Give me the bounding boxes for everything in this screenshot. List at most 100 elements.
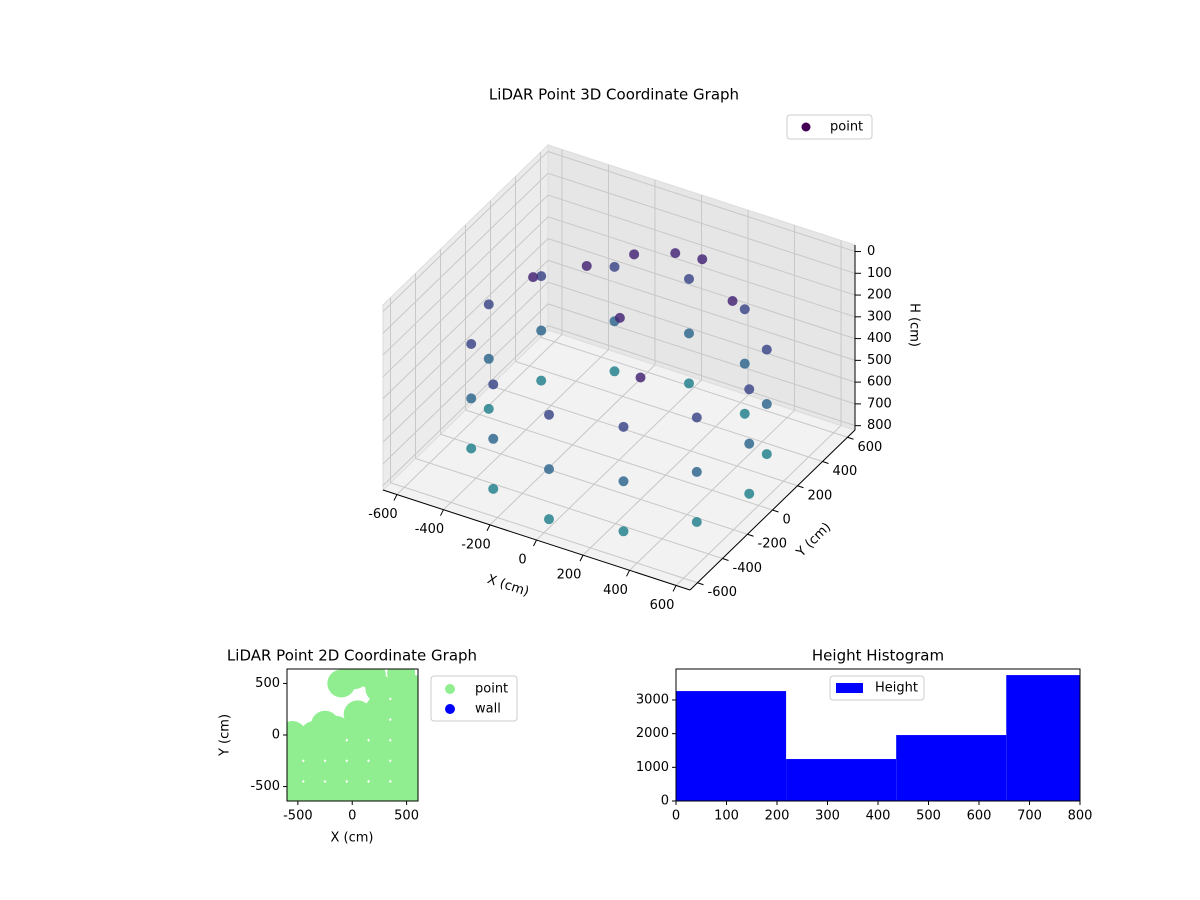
point bbox=[618, 476, 629, 487]
point bbox=[744, 384, 755, 395]
y-tick-label: -600 bbox=[708, 585, 738, 600]
y-axis-line bbox=[689, 429, 856, 591]
x-tick-label: 100 bbox=[714, 809, 739, 824]
point bbox=[343, 757, 372, 786]
grid-line bbox=[390, 482, 698, 584]
y-tick-label: -200 bbox=[758, 537, 788, 552]
y-tick-label: -400 bbox=[733, 561, 763, 576]
legend-label: point bbox=[475, 682, 508, 697]
point bbox=[744, 438, 755, 449]
chart-title: Height Histogram bbox=[812, 647, 944, 665]
point bbox=[466, 339, 477, 350]
grid-line bbox=[382, 238, 549, 399]
plot-area bbox=[676, 675, 1080, 801]
legend: Height bbox=[829, 675, 925, 701]
point bbox=[357, 669, 386, 690]
grid-line bbox=[415, 458, 723, 559]
point bbox=[691, 412, 702, 423]
legend: point bbox=[786, 114, 873, 140]
x-tick-label: 0 bbox=[348, 809, 356, 824]
point bbox=[614, 312, 625, 323]
point bbox=[744, 488, 755, 499]
point bbox=[343, 700, 372, 729]
point bbox=[365, 695, 394, 724]
legend-patch bbox=[836, 683, 863, 693]
point bbox=[536, 271, 547, 282]
tick-mark bbox=[533, 539, 537, 547]
tick-mark bbox=[626, 570, 630, 577]
point bbox=[488, 483, 499, 494]
x-tick-label: 600 bbox=[650, 598, 675, 613]
point bbox=[321, 736, 350, 765]
z-tick-label: 600 bbox=[867, 375, 892, 390]
bar bbox=[1006, 675, 1080, 801]
point bbox=[684, 273, 694, 284]
point bbox=[727, 296, 738, 307]
grid-line bbox=[547, 325, 856, 427]
tick-mark bbox=[393, 494, 398, 501]
point bbox=[618, 526, 629, 537]
point bbox=[697, 254, 708, 265]
point bbox=[609, 366, 620, 377]
y-tick-label: 400 bbox=[833, 464, 858, 479]
point bbox=[618, 421, 629, 432]
z-tick-label: 300 bbox=[867, 309, 892, 324]
x-tick-label: 800 bbox=[1068, 809, 1093, 824]
legend-marker bbox=[445, 704, 455, 714]
x-tick-label: 200 bbox=[765, 809, 790, 824]
tick-mark bbox=[747, 533, 754, 537]
tick-mark bbox=[772, 509, 779, 513]
z-tick-label: 200 bbox=[867, 288, 892, 303]
point bbox=[544, 464, 554, 475]
x-tick-label: 500 bbox=[916, 809, 941, 824]
point bbox=[761, 449, 772, 460]
point bbox=[488, 379, 499, 390]
point bbox=[761, 344, 772, 355]
point bbox=[629, 249, 640, 260]
grid-line bbox=[547, 216, 856, 318]
point bbox=[343, 777, 372, 801]
grid-line bbox=[547, 238, 856, 340]
x-tick-label: -200 bbox=[461, 537, 491, 552]
grid-line bbox=[547, 281, 856, 383]
point bbox=[670, 248, 681, 259]
z-tick-label: 500 bbox=[867, 353, 892, 368]
x-tick-label: 400 bbox=[603, 583, 628, 598]
point bbox=[300, 757, 329, 786]
legend-marker bbox=[801, 122, 811, 132]
point bbox=[365, 757, 394, 786]
chart-2d: -500 0 500 -500 0 500 LiDAR Point 2D Coordinat… bbox=[218, 647, 478, 846]
grid-line bbox=[382, 172, 549, 334]
legend-label: wall bbox=[475, 702, 501, 717]
z-axis-label: H (cm) bbox=[907, 303, 922, 347]
grid-line bbox=[547, 259, 856, 361]
x-axis-label: X (cm) bbox=[331, 831, 374, 846]
legend-label: Height bbox=[875, 681, 918, 696]
legend-box bbox=[786, 114, 873, 140]
tick-mark bbox=[722, 558, 729, 561]
x-tick-label: -400 bbox=[415, 522, 445, 537]
z-tick-label: 700 bbox=[867, 396, 892, 411]
x-tick-label: -500 bbox=[283, 809, 313, 824]
y-tick-label: 0 bbox=[783, 513, 791, 528]
legend-box bbox=[829, 675, 925, 701]
tick-mark bbox=[847, 436, 854, 440]
y-tick-label: 2000 bbox=[636, 726, 669, 741]
x-tick-label: 0 bbox=[672, 809, 680, 824]
y-axis-label: Y (cm) bbox=[218, 714, 233, 757]
x-tick-label: 0 bbox=[518, 553, 526, 568]
grid-line bbox=[547, 303, 856, 405]
x-tick-label: 500 bbox=[394, 809, 419, 824]
point bbox=[483, 299, 494, 310]
point bbox=[528, 272, 539, 283]
z-tick-label: 0 bbox=[867, 244, 875, 259]
grid-line bbox=[382, 151, 549, 312]
point bbox=[466, 443, 477, 454]
grid-line bbox=[382, 216, 549, 378]
point bbox=[483, 353, 494, 364]
point bbox=[536, 325, 547, 336]
tick-mark bbox=[822, 461, 829, 464]
legend-label: point bbox=[830, 120, 863, 135]
